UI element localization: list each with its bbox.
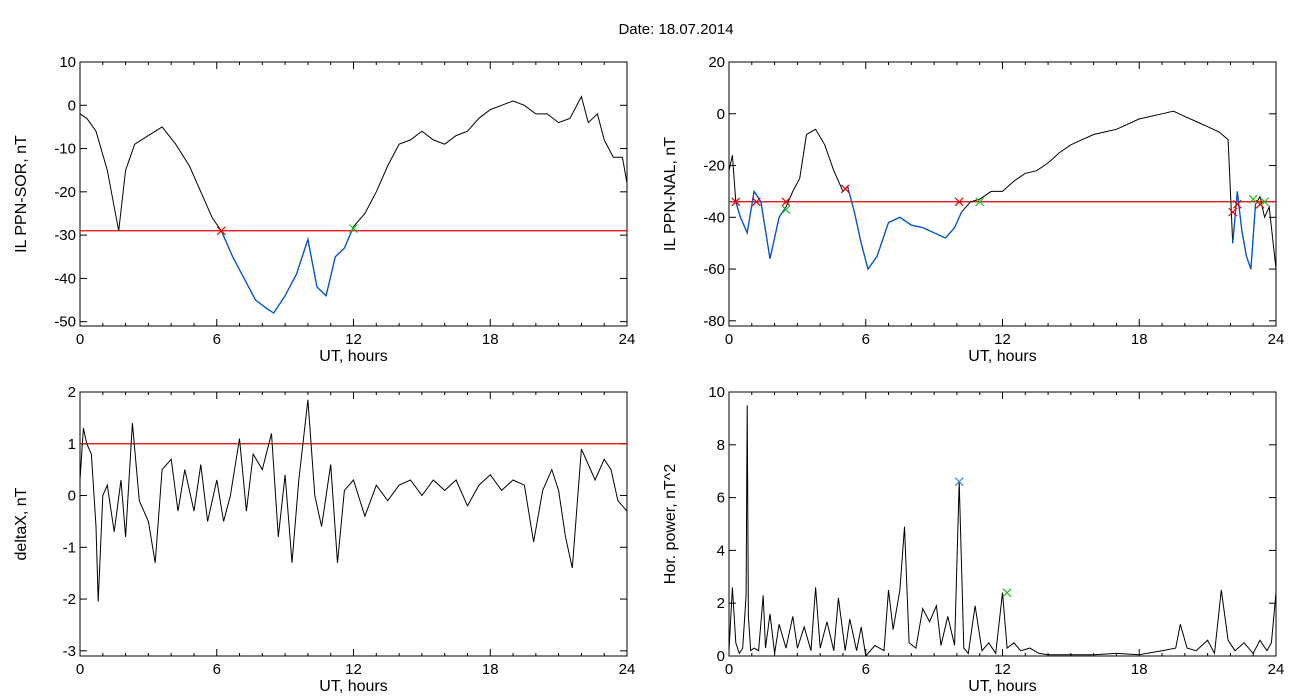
- y-tick-label: -20: [703, 158, 725, 175]
- marker-start: [216, 226, 226, 236]
- y-tick-label: -2: [63, 591, 76, 608]
- marker-start: [840, 184, 850, 194]
- y-tick-label: 1: [68, 436, 76, 453]
- plot-frame: [728, 61, 1277, 327]
- series-line: [80, 95, 627, 314]
- plot-area: [729, 110, 1276, 271]
- marker-start: [751, 197, 761, 207]
- y-axis-title: IL PPN-NAL, nT: [662, 137, 679, 251]
- highlight-segment: [846, 186, 963, 271]
- highlight-segment: [735, 189, 787, 259]
- marker-end: [975, 197, 985, 207]
- y-tick-label: 4: [717, 542, 725, 559]
- y-tick-label: 8: [717, 437, 725, 454]
- marker-end: [1260, 197, 1270, 207]
- x-tick-label: 6: [862, 661, 870, 678]
- x-tick-label: 0: [725, 331, 733, 348]
- x-tick-label: 6: [213, 331, 221, 348]
- y-tick-label: -30: [54, 227, 76, 244]
- series-line: [729, 405, 1276, 656]
- y-tick-label: -40: [54, 270, 76, 287]
- marker-peak: [954, 477, 964, 487]
- marker-start: [731, 197, 741, 207]
- x-tick-label: 0: [76, 331, 84, 348]
- x-tick-label: 0: [76, 661, 84, 678]
- marker-end: [1002, 588, 1012, 598]
- x-tick-label: 6: [213, 661, 221, 678]
- marker-start: [781, 197, 791, 207]
- y-tick-label: -80: [703, 313, 725, 330]
- marker-start: [1228, 207, 1238, 217]
- highlight-segment: [220, 226, 355, 314]
- plot-area: [80, 95, 627, 314]
- y-tick-label: -3: [63, 643, 76, 660]
- y-tick-label: 2: [717, 595, 725, 612]
- x-tick-label: 12: [994, 331, 1011, 348]
- y-tick-label: 10: [708, 384, 725, 401]
- plot-frame: [79, 61, 628, 327]
- series-line: [80, 399, 627, 602]
- y-tick-label: 0: [717, 106, 725, 123]
- y-tick-label: 10: [59, 54, 76, 71]
- y-tick-label: 0: [68, 97, 76, 114]
- y-tick-label: -40: [703, 209, 725, 226]
- marker-end: [781, 205, 791, 214]
- y-tick-label: 6: [717, 490, 725, 507]
- marker-end: [1248, 194, 1258, 204]
- x-tick-label: 12: [994, 661, 1011, 678]
- chart-panel-top-right: 0 6 12 18 24 20 0 -20 -40 -60 -80 UT, hours IL PPN-N…: [662, 54, 1284, 365]
- x-tick-label: 24: [1268, 661, 1285, 678]
- x-tick-label: 24: [619, 661, 636, 678]
- marker-end: [349, 224, 358, 234]
- y-axis-title: deltaX, nT: [13, 487, 30, 560]
- y-tick-label: -1: [63, 539, 76, 556]
- x-axis-title: UT, hours: [319, 678, 387, 695]
- x-tick-label: 0: [725, 661, 733, 678]
- x-axis-title: UT, hours: [968, 348, 1036, 365]
- chart-panel-bottom-left: 0 6 12 18 24 2 1 0 -1 -2 -3 UT, hours deltaX, nT: [13, 384, 635, 695]
- x-tick-label: 18: [1131, 661, 1148, 678]
- x-axis-title: UT, hours: [968, 678, 1036, 695]
- y-tick-label: -60: [703, 261, 725, 278]
- marker-start: [1232, 199, 1242, 209]
- y-tick-label: -20: [54, 184, 76, 201]
- plot-area: [80, 399, 627, 602]
- plot-area: [729, 405, 1276, 656]
- x-tick-label: 6: [862, 331, 870, 348]
- chart-panel-top-left: 0 6 12 18 24 10 0 -10 -20 -30 -40 -50 UT, hours IL PP…: [13, 54, 635, 365]
- x-tick-label: 12: [345, 661, 362, 678]
- x-tick-label: 18: [482, 661, 499, 678]
- highlight-segment: [1232, 191, 1257, 270]
- x-tick-label: 18: [1131, 331, 1148, 348]
- y-tick-label: 20: [708, 54, 725, 71]
- y-axis-title: Hor. power, nT^2: [662, 464, 679, 585]
- x-tick-label: 12: [345, 331, 362, 348]
- page-title: Date: 18.07.2014: [618, 21, 733, 38]
- y-tick-label: -10: [54, 141, 76, 158]
- marker-start: [1255, 199, 1265, 209]
- x-axis-title: UT, hours: [319, 348, 387, 365]
- series-line: [729, 110, 1276, 271]
- x-tick-label: 18: [482, 331, 499, 348]
- plot-frame: [79, 391, 628, 657]
- y-tick-label: 2: [68, 384, 76, 401]
- y-axis-title: IL PPN-SOR, nT: [13, 135, 30, 253]
- y-tick-label: -50: [54, 314, 76, 331]
- plot-frame: [728, 391, 1277, 657]
- marker-start: [954, 197, 964, 207]
- x-tick-label: 24: [1268, 331, 1285, 348]
- y-tick-label: 0: [717, 648, 725, 665]
- y-tick-label: 0: [68, 488, 76, 505]
- chart-panel-bottom-right: 0 6 12 18 24 10 8 6 4 2 0 UT, hours Hor. power, nT^2: [662, 384, 1284, 695]
- x-tick-label: 24: [619, 331, 636, 348]
